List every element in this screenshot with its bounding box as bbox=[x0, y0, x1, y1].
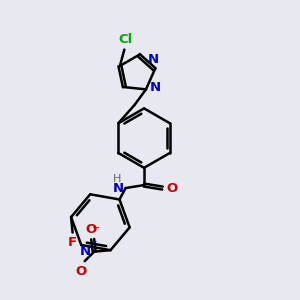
Text: Cl: Cl bbox=[119, 33, 133, 46]
Text: O: O bbox=[166, 182, 177, 194]
Text: −: − bbox=[92, 223, 100, 232]
Text: N: N bbox=[148, 53, 159, 66]
Text: N: N bbox=[150, 81, 161, 94]
Text: N: N bbox=[113, 182, 124, 195]
Text: +: + bbox=[89, 237, 96, 246]
Text: H: H bbox=[113, 175, 122, 184]
Text: N: N bbox=[80, 244, 91, 257]
Text: O: O bbox=[76, 265, 87, 278]
Text: O: O bbox=[85, 223, 97, 236]
Text: F: F bbox=[68, 236, 77, 249]
